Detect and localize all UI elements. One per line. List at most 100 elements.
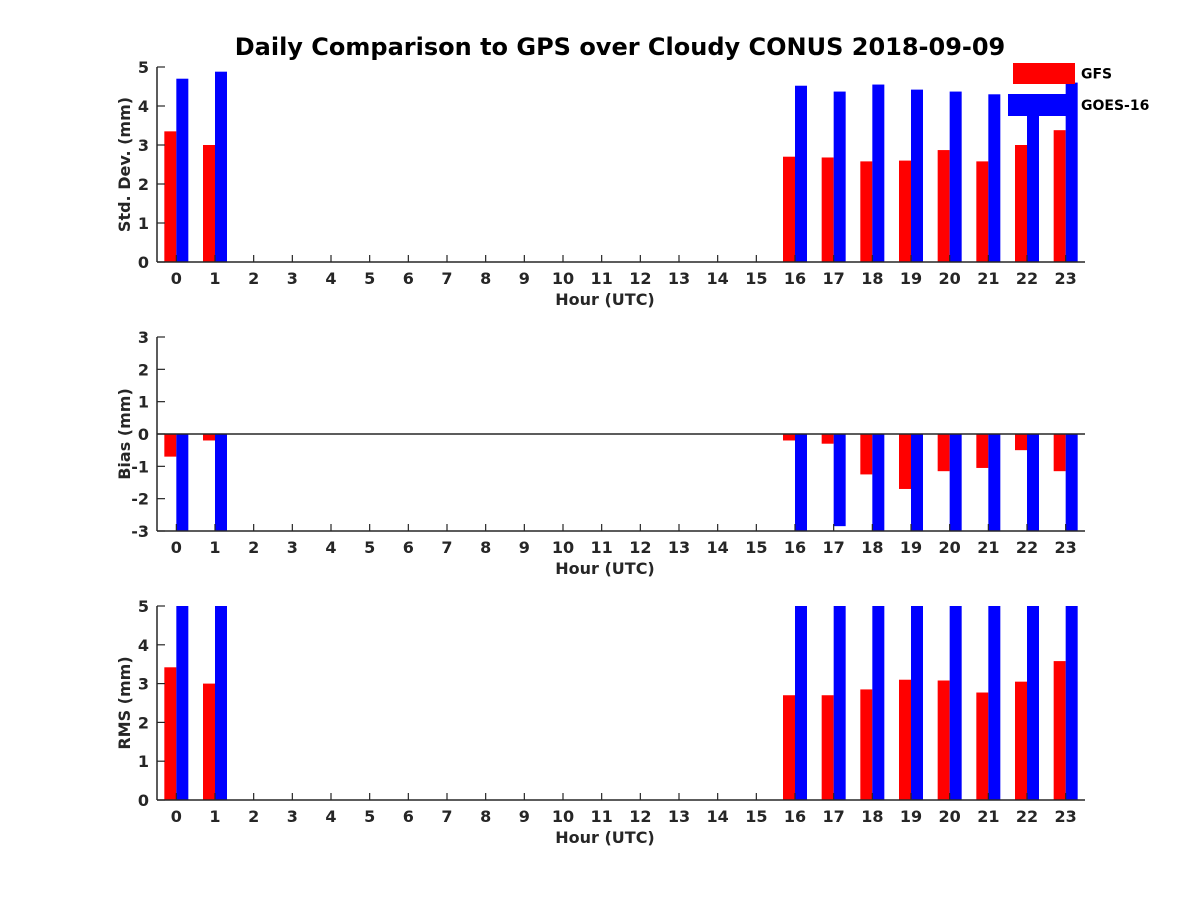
x-tick-label: 3 [287, 538, 298, 557]
bar-goes-16-18 [872, 606, 885, 800]
bar-goes-16-0 [176, 606, 189, 800]
bar-gfs-23 [1053, 661, 1066, 800]
y-tick-label: -2 [131, 490, 149, 509]
bar-goes-16-20 [949, 606, 962, 800]
bar-goes-16-23 [1065, 606, 1078, 800]
x-tick-label: 8 [480, 269, 491, 288]
y-tick-label: 5 [138, 58, 149, 77]
x-tick-label: 10 [552, 538, 574, 557]
x-tick-label: 7 [441, 269, 452, 288]
x-tick-label: 19 [900, 807, 922, 826]
y-axis-label: RMS (mm) [115, 656, 134, 749]
chart-title: Daily Comparison to GPS over Cloudy CONU… [235, 33, 1006, 61]
x-tick-label: 16 [784, 538, 806, 557]
bar-gfs-22 [1015, 145, 1027, 262]
x-tick-label: 1 [209, 538, 220, 557]
bar-gfs-16 [783, 156, 795, 262]
x-tick-label: 22 [1016, 538, 1038, 557]
y-tick-label: 2 [138, 175, 149, 194]
y-tick-label: 4 [138, 97, 149, 116]
x-tick-label: 4 [325, 269, 336, 288]
bar-gfs-20 [937, 434, 950, 472]
x-tick-label: 18 [861, 538, 883, 557]
x-tick-label: 20 [939, 538, 961, 557]
bar-gfs-17 [821, 434, 834, 444]
bar-goes-16-0 [176, 78, 189, 262]
legend: GFS GOES-16 [1008, 63, 1149, 116]
x-tick-label: 14 [707, 538, 729, 557]
x-tick-label: 6 [403, 269, 414, 288]
y-axis-label: Bias (mm) [115, 388, 134, 480]
bar-gfs-18 [860, 161, 873, 262]
x-tick-label: 16 [784, 269, 806, 288]
bar-goes-16-1 [215, 434, 227, 531]
bar-goes-16-0 [176, 434, 189, 531]
bar-gfs-22 [1015, 681, 1027, 800]
x-tick-label: 4 [325, 538, 336, 557]
bar-goes-16-17 [833, 606, 846, 800]
y-tick-label: 2 [138, 360, 149, 379]
bar-gfs-18 [860, 689, 873, 800]
x-tick-label: 17 [823, 807, 845, 826]
bar-gfs-23 [1053, 130, 1066, 262]
bar-goes-16-18 [872, 434, 885, 531]
x-tick-label: 13 [668, 538, 690, 557]
x-tick-label: 1 [209, 269, 220, 288]
x-tick-label: 20 [939, 269, 961, 288]
x-tick-label: 13 [668, 269, 690, 288]
x-tick-label: 8 [480, 538, 491, 557]
x-tick-label: 4 [325, 807, 336, 826]
y-axis-label: Std. Dev. (mm) [115, 97, 134, 232]
y-tick-label: 1 [138, 214, 149, 233]
legend-label-goes-16: GOES-16 [1081, 98, 1149, 114]
bar-gfs-20 [937, 680, 950, 800]
bar-gfs-17 [821, 695, 834, 800]
bar-gfs-16 [783, 434, 795, 441]
bar-gfs-1 [203, 434, 215, 441]
bar-goes-16-23 [1065, 434, 1078, 531]
bar-gfs-21 [976, 161, 989, 262]
y-tick-label: 3 [138, 328, 149, 347]
x-tick-label: 2 [248, 269, 259, 288]
x-tick-label: 19 [900, 269, 922, 288]
x-axis-label: Hour (UTC) [555, 290, 655, 309]
y-tick-label: 3 [138, 675, 149, 694]
x-tick-label: 0 [171, 807, 182, 826]
bar-gfs-22 [1015, 434, 1027, 451]
bar-goes-16-19 [911, 89, 923, 263]
bar-goes-16-20 [949, 91, 962, 262]
x-tick-label: 16 [784, 807, 806, 826]
bar-goes-16-22 [1027, 434, 1039, 531]
x-tick-label: 9 [519, 807, 530, 826]
bar-gfs-21 [976, 434, 989, 468]
y-tick-label: -1 [131, 457, 149, 476]
x-tick-label: 21 [977, 807, 999, 826]
x-tick-label: 12 [629, 538, 651, 557]
bar-gfs-23 [1053, 434, 1066, 472]
x-tick-label: 18 [861, 807, 883, 826]
bar-goes-16-21 [988, 606, 1001, 800]
bar-goes-16-16 [795, 606, 807, 800]
x-tick-label: 2 [248, 807, 259, 826]
x-tick-label: 7 [441, 538, 452, 557]
x-tick-label: 5 [364, 538, 375, 557]
y-tick-label: 0 [138, 791, 149, 810]
bar-goes-16-16 [795, 434, 807, 531]
x-tick-label: 23 [1055, 538, 1077, 557]
x-tick-label: 14 [707, 807, 729, 826]
x-tick-label: 12 [629, 269, 651, 288]
bar-gfs-19 [899, 160, 911, 262]
y-tick-label: 4 [138, 636, 149, 655]
bar-gfs-19 [899, 434, 911, 489]
x-tick-label: 15 [745, 538, 767, 557]
y-tick-label: 0 [138, 425, 149, 444]
x-tick-label: 14 [707, 269, 729, 288]
x-tick-label: 3 [287, 807, 298, 826]
y-tick-label: 3 [138, 136, 149, 155]
bar-gfs-17 [821, 157, 834, 262]
bar-gfs-19 [899, 679, 911, 800]
y-tick-label: 1 [138, 752, 149, 771]
